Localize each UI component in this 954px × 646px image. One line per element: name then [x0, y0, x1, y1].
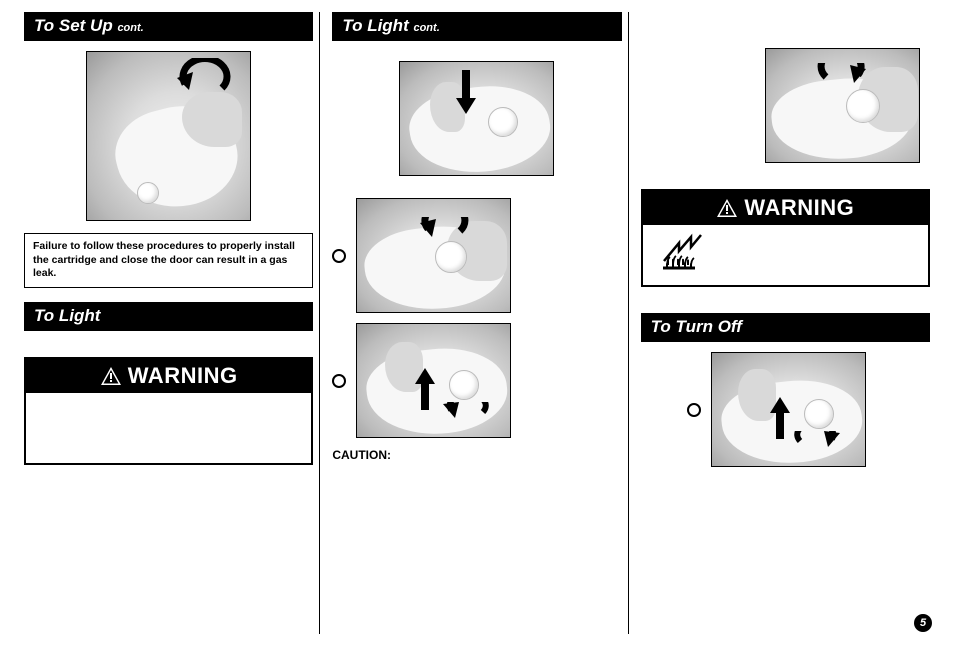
column-2: To Light cont. [319, 12, 627, 634]
warning-body [26, 393, 311, 463]
arrow-ccw-icon [167, 58, 237, 98]
note-text: Failure to follow these procedures to pr… [33, 240, 295, 279]
warning-triangle-icon [100, 366, 122, 386]
hot-surface-icon [661, 231, 705, 271]
knob-shape [804, 399, 834, 429]
caution-text: CAUTION: [332, 448, 391, 462]
header-title: To Light [342, 16, 408, 35]
arrow-up-icon [768, 397, 792, 447]
page: To Set Up cont. Failure to follow these … [0, 0, 954, 646]
figure-turnoff [711, 352, 866, 467]
arrow-down-icon [452, 68, 480, 116]
page-number-text: 5 [920, 617, 926, 629]
figure-light-4 [765, 48, 920, 163]
header-cont: cont. [413, 22, 439, 34]
figure-setup [86, 51, 251, 221]
figure-light-1 [399, 61, 554, 176]
step-marker-icon [332, 374, 346, 388]
figure-light-3 [356, 323, 511, 438]
header-cont: cont. [117, 22, 143, 34]
arrow-up-icon [413, 368, 437, 418]
arrow-ccw-icon [412, 217, 472, 261]
caution-label: CAUTION: [332, 448, 621, 462]
arrow-cw-icon [814, 63, 874, 109]
header-title: To Light [34, 306, 100, 325]
section-header-turnoff: To Turn Off [641, 313, 930, 342]
warning-box-2: WARNING [641, 189, 930, 287]
arrow-ccw-small-icon [437, 402, 491, 434]
step-row-off [641, 352, 930, 467]
step-row-3 [332, 323, 621, 438]
step-marker-icon [332, 249, 346, 263]
step-row-1 [332, 61, 621, 188]
note-box: Failure to follow these procedures to pr… [24, 233, 313, 288]
column-1: To Set Up cont. Failure to follow these … [18, 12, 319, 634]
section-header-light-cont: To Light cont. [332, 12, 621, 41]
figure-light-2 [356, 198, 511, 313]
knob-shape [137, 182, 159, 204]
header-title: To Turn Off [651, 317, 742, 336]
header-title: To Set Up [34, 16, 113, 35]
section-header-setup: To Set Up cont. [24, 12, 313, 41]
section-header-light: To Light [24, 302, 313, 331]
arrow-cw-small-icon [792, 431, 846, 463]
page-number: 5 [914, 614, 932, 632]
warning-header: WARNING [26, 359, 311, 393]
warning-label: WARNING [744, 195, 854, 221]
step-row-2 [332, 198, 621, 313]
step-marker-icon [687, 403, 701, 417]
warning-body [643, 225, 928, 285]
warning-box-1: WARNING [24, 357, 313, 465]
column-3: WARNING To Turn Off [628, 12, 936, 634]
warning-label: WARNING [128, 363, 238, 389]
warning-header: WARNING [643, 191, 928, 225]
warning-triangle-icon [716, 198, 738, 218]
